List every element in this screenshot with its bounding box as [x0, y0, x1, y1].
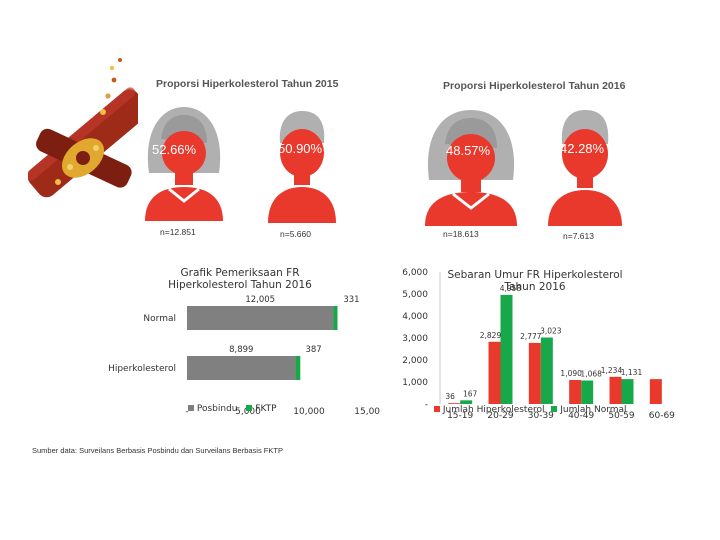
- chart2-y-tick-label: -: [425, 400, 428, 410]
- chart2-y-tick-label: 4,000: [402, 312, 428, 322]
- male-n-2016: n=7.613: [563, 231, 594, 241]
- chart2-bar-normal: [581, 380, 594, 404]
- male-percent-2016: 42.28%: [560, 141, 605, 156]
- chart2-data-label: 167: [463, 389, 478, 398]
- legend-fktp-swatch: [246, 405, 253, 411]
- female-percent-2015: 52.66%: [152, 142, 197, 157]
- chart1-bar-posbindu: [187, 306, 334, 330]
- chart2-data-label: 4,958: [500, 284, 522, 293]
- chart1-bar-fktp: [333, 306, 338, 330]
- chart2-y-tick-label: 6,000: [402, 268, 428, 278]
- legend-hiper-swatch: [434, 406, 440, 412]
- chart2-data-label: 36: [445, 392, 455, 401]
- chart2-x-tick-label: 60-69: [649, 411, 675, 421]
- female-percent-2016: 48.57%: [446, 143, 491, 158]
- chart2-x-tick-label: 15-19: [447, 411, 473, 421]
- chart2-y-tick-label: 5,000: [402, 290, 428, 300]
- chart2-bar-normal: [500, 294, 513, 404]
- chart1-data-label: 387: [305, 345, 321, 355]
- male-figure-2015: [268, 111, 336, 223]
- female-n-2016: n=18.613: [443, 229, 479, 239]
- legend-posbindu-swatch: [188, 405, 194, 411]
- chart1-category-label: Normal: [143, 314, 176, 324]
- chart1-plot: Normal 12,005 331 Hiperkolesterol 8,899 387 - 5…: [108, 295, 380, 417]
- chart1-category-label: Hiperkolesterol: [108, 364, 176, 374]
- chart1-x-tick-label: 15,000: [354, 407, 380, 417]
- female-figure-2016: [425, 110, 517, 226]
- chart1-x-tick-label: 5,000: [235, 407, 261, 417]
- proportion-title-2015: Proporsi Hiperkolesterol Tahun 2015: [156, 78, 339, 90]
- male-figure-2016: [548, 110, 622, 226]
- chart1-bar-posbindu: [187, 356, 296, 380]
- chart2-bar-normal: [460, 400, 473, 404]
- chart1-data-label: 331: [343, 295, 359, 305]
- legend-fktp-label: FKTP: [255, 404, 277, 414]
- chart2-data-label: 2,829: [480, 331, 502, 340]
- chart1-title: Grafik Pemeriksaan FR Hiperkolesterol Ta…: [168, 267, 312, 291]
- legend-normal-swatch: [551, 406, 558, 412]
- chart2-title: Sebaran Umur FR Hiperkolesterol Tahun 20…: [447, 269, 623, 293]
- chart2-x-tick-label: 20-29: [487, 411, 513, 421]
- chart1-legend: Posbindu FKTP: [188, 404, 277, 414]
- chart2-bar-hiperkolesterol: [569, 380, 582, 404]
- chart2-data-label: 3,023: [540, 326, 562, 335]
- blood-vessel-illustration: [28, 58, 138, 198]
- chart1-x-tick-label: -: [185, 407, 188, 417]
- chart2-bar-hiperkolesterol: [649, 379, 662, 404]
- chart2-data-label: 1,131: [621, 368, 643, 377]
- chart2-x-tick-label: 40-49: [568, 411, 594, 421]
- chart2-bar-hiperkolesterol: [488, 341, 501, 404]
- chart1-data-label: 12,005: [245, 295, 275, 305]
- proportion-title-2016: Proporsi Hiperkolesterol Tahun 2016: [443, 80, 626, 92]
- female-n-2015: n=12.851: [160, 227, 196, 237]
- chart1-bar-fktp: [295, 356, 301, 380]
- chart2-legend: Jumlah Hiperkolesterol Jumlah Normal: [434, 405, 627, 415]
- chart2-y-tick-label: 3,000: [402, 334, 428, 344]
- chart2-bar-normal: [540, 337, 553, 404]
- chart2-bar-hiperkolesterol: [609, 376, 622, 404]
- male-n-2015: n=5.660: [280, 229, 311, 239]
- chart2-bar-hiperkolesterol: [528, 342, 541, 404]
- chart2-data-label: 2,777: [520, 332, 542, 341]
- chart2-bar-hiperkolesterol: [448, 403, 461, 404]
- chart1-data-label: 8,899: [229, 345, 253, 355]
- chart2-data-label: 1,068: [580, 370, 602, 379]
- legend-normal-label: Jumlah Normal: [560, 405, 627, 415]
- legend-posbindu-label: Posbindu: [196, 404, 238, 414]
- male-percent-2015: 50.90%: [278, 141, 323, 156]
- chart2-y-tick-label: 2,000: [402, 356, 428, 366]
- chart2-bar-normal: [621, 379, 634, 404]
- chart2-plot: - 1,000 2,000 3,000 4,000 5,000 6,000 36 167 15-1…: [402, 268, 675, 421]
- source-footer: Sumber data: Surveilans Berbasis Posbind…: [32, 446, 283, 455]
- chart1-x-tick-label: 10,000: [293, 407, 325, 417]
- chart2-x-tick-label: 50-59: [608, 411, 634, 421]
- chart2-data-label: 1,090: [560, 369, 582, 378]
- chart2-x-tick-label: 30-39: [528, 411, 554, 421]
- chart2-data-label: 1,234: [601, 366, 623, 375]
- chart2-y-tick-label: 1,000: [402, 378, 428, 388]
- female-figure-2015: [145, 107, 223, 221]
- legend-hiper-label: Jumlah Hiperkolesterol: [442, 405, 545, 415]
